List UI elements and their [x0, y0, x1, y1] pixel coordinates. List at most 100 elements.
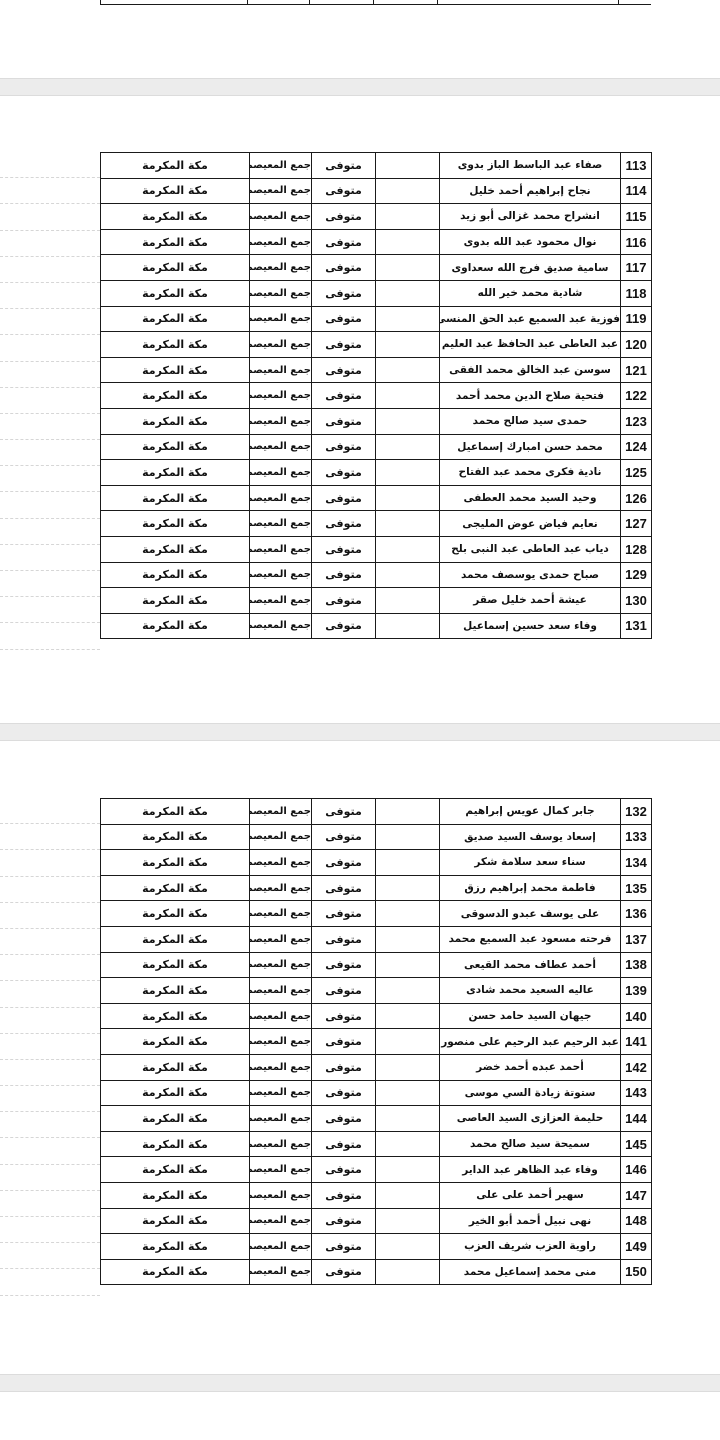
- district-cell: جمع المعيصم: [249, 977, 312, 1004]
- gridline: [0, 440, 100, 467]
- gridline: [0, 955, 100, 982]
- person-name: نوال محمود عبد الله بدوى: [439, 228, 621, 256]
- gridline: [0, 877, 100, 903]
- district-cell: جمع المعيصم: [249, 433, 312, 461]
- empty-cell: [375, 203, 440, 230]
- row-number: 127: [620, 510, 652, 537]
- district-cell: جمع المعيصم: [249, 305, 312, 333]
- table-row: 148 نهى نبيل أحمد أبو الخير متوفى جمع المعي…: [100, 1207, 652, 1235]
- table-row: 141 عبد الرحيم عبد الرحيم على منصور متوفى ج…: [100, 1028, 652, 1055]
- district-cell: جمع المعيصم: [249, 874, 312, 902]
- person-name: سوسن عبد الخالق محمد الفقى: [439, 356, 621, 384]
- gridline: [0, 597, 100, 624]
- row-number: 141: [620, 1028, 652, 1055]
- person-name: سميحة سيد صالح محمد: [439, 1130, 621, 1158]
- table-row: 142 أحمد عبده أحمد خضر متوفى جمع المعيصم مكة…: [100, 1053, 652, 1081]
- person-name: جابر كمال عويس إبراهيم: [439, 798, 621, 825]
- empty-cell: [375, 951, 440, 979]
- empty-cell: [375, 900, 440, 927]
- table-row: 125 نادية فكرى محمد عبد الفتاح متوفى جمع ال…: [100, 459, 652, 486]
- city-cell: مكة المكرمة: [100, 433, 250, 461]
- empty-cell: [375, 1233, 440, 1260]
- row-number: 114: [620, 177, 652, 205]
- district-cell: جمع المعيصم: [249, 798, 312, 825]
- city-cell: مكة المكرمة: [100, 1130, 250, 1158]
- row-number: 126: [620, 484, 652, 512]
- status-cell: متوفى: [311, 1079, 376, 1107]
- gridline: [0, 335, 100, 362]
- person-name: سناء سعد سلامة شكر: [439, 849, 621, 876]
- records-table: 132 جابر كمال عويس إبراهيم متوفى جمع المعيص…: [100, 798, 652, 1286]
- table-row: 146 وفاء عبد الظاهر عبد الداير متوفى جمع ال…: [100, 1156, 652, 1183]
- empty-cell: [375, 305, 440, 333]
- gridline: [0, 152, 100, 179]
- table-row: 116 نوال محمود عبد الله بدوى متوفى جمع المع…: [100, 228, 652, 256]
- empty-cell: [375, 1105, 440, 1132]
- table-row: 123 حمدى سيد صالح محمد متوفى جمع المعيصم مكة…: [100, 407, 652, 435]
- status-cell: متوفى: [311, 798, 376, 825]
- empty-cell: [375, 1053, 440, 1081]
- gridline: [0, 1191, 100, 1217]
- person-name: عبد العاطى عبد الحافظ عبد العليم: [439, 331, 621, 358]
- city-cell: مكة المكرمة: [100, 152, 250, 179]
- page-separator: [0, 78, 720, 96]
- gridline: [0, 1086, 100, 1113]
- gridline: [0, 929, 100, 956]
- city-cell: مكة المكرمة: [100, 612, 250, 640]
- row-number: 135: [620, 874, 652, 902]
- row-number: 145: [620, 1130, 652, 1158]
- person-name: انشراح محمد غزالى أبو زيد: [439, 203, 621, 230]
- district-cell: جمع المعيصم: [249, 1181, 312, 1209]
- status-cell: متوفى: [311, 433, 376, 461]
- city-cell: مكة المكرمة: [100, 356, 250, 384]
- district-cell: جمع المعيصم: [249, 510, 312, 537]
- district-cell: جمع المعيصم: [249, 587, 312, 614]
- city-cell: مكة المكرمة: [100, 977, 250, 1004]
- row-number: 129: [620, 561, 652, 589]
- empty-cell: [375, 874, 440, 902]
- district-cell: جمع المعيصم: [249, 849, 312, 876]
- row-number: 137: [620, 925, 652, 953]
- district-cell: جمع المعيصم: [249, 1207, 312, 1235]
- status-cell: متوفى: [311, 228, 376, 256]
- city-cell: مكة المكرمة: [100, 407, 250, 435]
- status-cell: متوفى: [311, 254, 376, 281]
- row-number: 115: [620, 203, 652, 230]
- empty-cell: [375, 1181, 440, 1209]
- page-separator: [0, 723, 720, 741]
- gridline: [0, 1165, 100, 1191]
- district-cell: جمع المعيصم: [249, 1156, 312, 1183]
- district-cell: جمع المعيصم: [249, 1002, 312, 1030]
- status-cell: متوفى: [311, 925, 376, 953]
- row-number: 117: [620, 254, 652, 281]
- gridline: [0, 824, 100, 851]
- person-name: صفاء عبد الباسط الباز بدوى: [439, 152, 621, 179]
- gridline: [0, 1060, 100, 1087]
- district-cell: جمع المعيصم: [249, 152, 312, 179]
- status-cell: متوفى: [311, 279, 376, 307]
- table-row: 150 منى محمد إسماعيل محمد متوفى جمع المعيصم…: [100, 1258, 652, 1286]
- gridline: [0, 571, 100, 598]
- gridline: [0, 545, 100, 571]
- city-cell: مكة المكرمة: [100, 900, 250, 927]
- empty-cell: [375, 433, 440, 461]
- gridline: [0, 362, 100, 388]
- city-cell: مكة المكرمة: [100, 798, 250, 825]
- row-number: 120: [620, 331, 652, 358]
- person-name: نعايم فياض عوض المليجى: [439, 510, 621, 537]
- empty-cell: [375, 535, 440, 563]
- person-name: ستوتة زيادة السي موسى: [439, 1079, 621, 1107]
- city-cell: مكة المكرمة: [100, 951, 250, 979]
- row-number: 123: [620, 407, 652, 435]
- table-row: 115 انشراح محمد غزالى أبو زيد متوفى جمع الم…: [100, 203, 652, 230]
- empty-cell: [375, 1002, 440, 1030]
- row-number: 132: [620, 798, 652, 825]
- row-number: 113: [620, 152, 652, 179]
- empty-cell: [375, 152, 440, 179]
- city-cell: مكة المكرمة: [100, 561, 250, 589]
- empty-cell: [375, 356, 440, 384]
- status-cell: متوفى: [311, 1028, 376, 1055]
- person-name: محمد حسن امبارك إسماعيل: [439, 433, 621, 461]
- row-number: 142: [620, 1053, 652, 1081]
- empty-cell: [375, 1079, 440, 1107]
